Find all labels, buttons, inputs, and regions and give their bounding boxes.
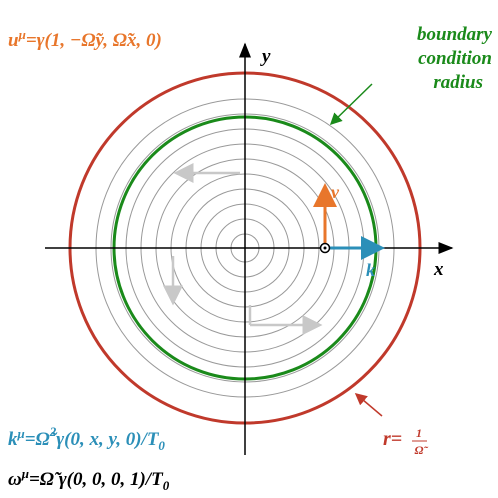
flow-arrows — [163, 163, 323, 335]
k-label: k⃗ — [366, 260, 389, 280]
boundary-label: radius — [433, 72, 483, 93]
radius-pointer — [354, 393, 383, 417]
v-label: v⃗ — [331, 182, 353, 202]
radius-denominator: Ω̃ — [415, 443, 429, 457]
velocity-formula: uμ=γ(1, −Ω̃y, Ω̃x, 0) — [8, 27, 162, 51]
radius-numerator: 1 — [416, 426, 422, 440]
omega-formula: ωμ=Ω̃ γ(0, 0, 0, 1)/T0 — [8, 466, 170, 493]
x-axis-label: x — [433, 259, 444, 280]
point-dot — [323, 246, 327, 250]
y-axis-label: y — [260, 46, 271, 67]
boundary-pointer — [329, 83, 373, 126]
k-formula: kμ=Ω̃2γ(0, x, y, 0)/T0 — [8, 424, 165, 453]
radius-label: r= — [383, 428, 402, 450]
boundary-label: condition — [418, 48, 492, 69]
boundary-label: boundary — [417, 24, 493, 45]
